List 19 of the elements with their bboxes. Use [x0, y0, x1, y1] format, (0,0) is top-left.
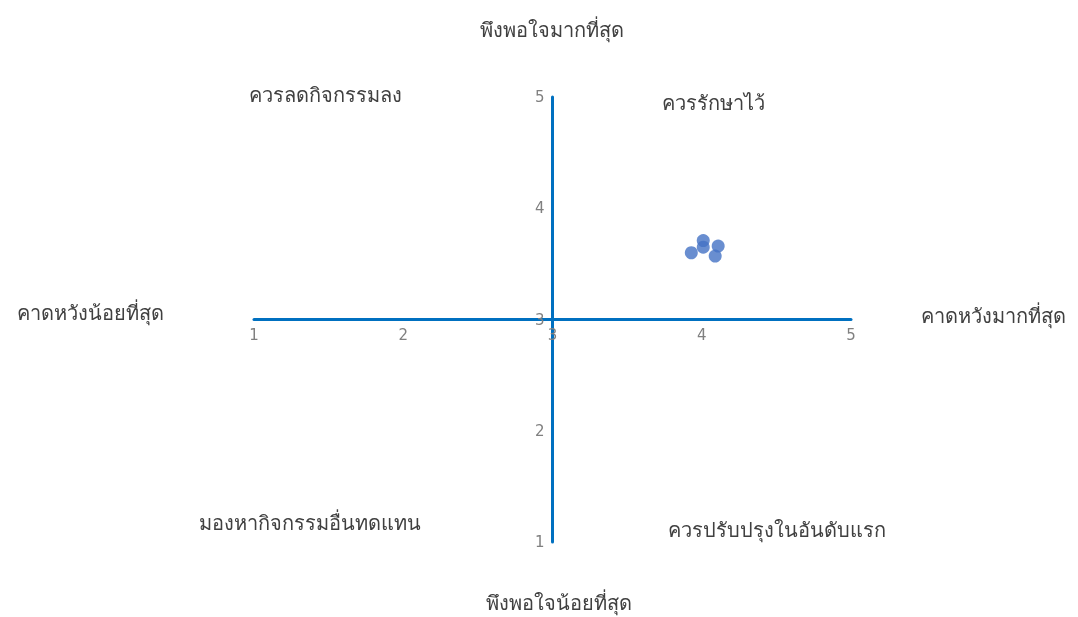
text: คาดหวังน้อยที่สุด	[16, 299, 164, 326]
text: พึงพอใจน้อยที่สุด	[486, 589, 632, 616]
annotation: มองหากิจกรรมอื่นทดแทน	[199, 509, 421, 535]
x-tick-label: 5	[846, 326, 856, 344]
y-tick-label: 5	[534, 88, 545, 106]
annotation: ควรลดกิจกรรมลง	[248, 83, 402, 107]
point	[696, 240, 710, 254]
annotation: ควรปรับปรุงในอันดับแรก	[668, 518, 886, 543]
y-tick-label: 1	[534, 533, 545, 551]
point	[684, 246, 698, 260]
y-tick-label: 2	[534, 421, 545, 440]
x-tick-label: 2	[398, 326, 409, 344]
x-tick-label: 4	[696, 326, 707, 344]
point	[708, 249, 722, 263]
y-tick-label: 4	[534, 199, 545, 218]
x-tick-label: 1	[249, 326, 259, 344]
annotation: ควรรักษาไว้	[661, 91, 765, 115]
text: คาดหวังมากที่สุด	[920, 302, 1066, 329]
text: พึงพอใจมากที่สุด	[480, 16, 624, 43]
